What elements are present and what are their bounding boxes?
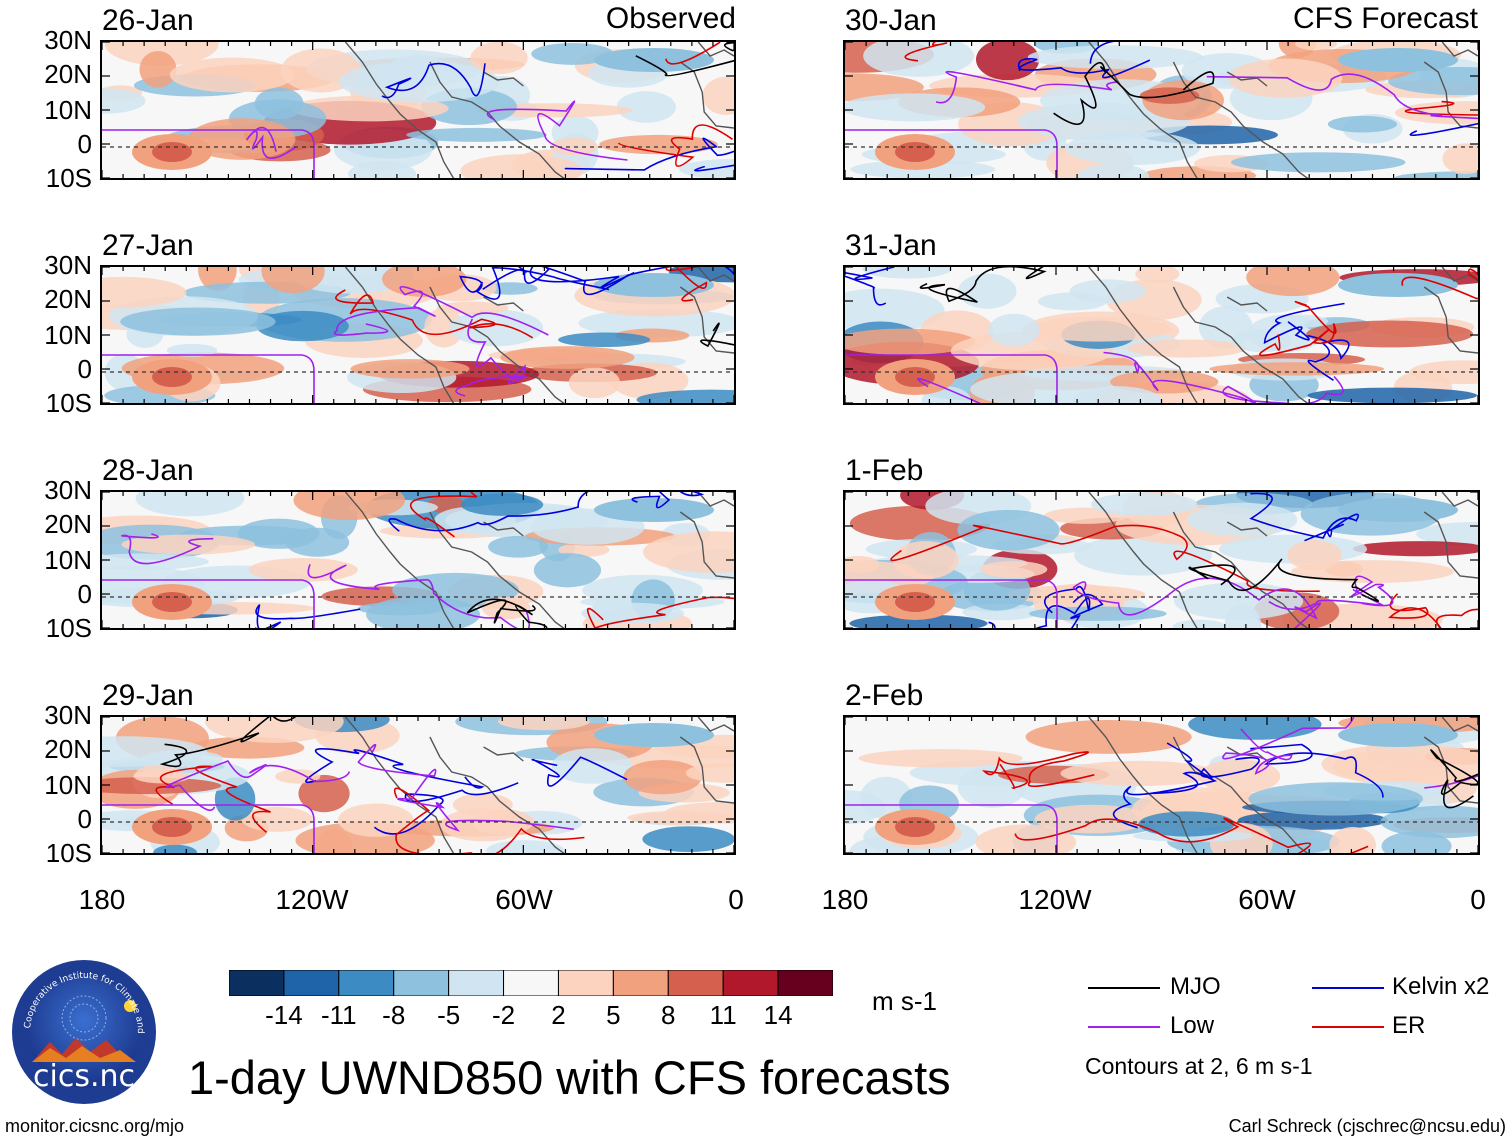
colorbar-tick: -2 <box>491 1000 516 1030</box>
lat-label: 0 <box>77 804 92 834</box>
lat-label: 0 <box>77 129 92 159</box>
uwnd-map-panel <box>843 715 1480 855</box>
uwnd-map-panel <box>100 265 736 405</box>
colorbar-swatches <box>228 969 834 997</box>
panel-date-label: 30-Jan <box>845 4 937 37</box>
colorbar-units: m s-1 <box>872 986 937 1016</box>
uwnd-map-shading <box>845 267 1478 403</box>
colorbar <box>228 969 834 1001</box>
lon-label-60w: 60W <box>1238 884 1296 915</box>
logo-wordmark: cics.nc <box>33 1059 135 1094</box>
colorbar-swatch <box>283 969 340 997</box>
lat-label: 0 <box>77 354 92 384</box>
lat-label: 30N <box>44 25 92 55</box>
legend-mjo-line <box>1088 987 1160 989</box>
panel-date-label: 31-Jan <box>845 229 937 262</box>
lat-label: 20N <box>44 284 92 314</box>
cics-logo-graphic: Cooperative Institute for Climate and Sa… <box>7 951 156 1104</box>
colorbar-tick: 14 <box>763 1000 793 1030</box>
legend-low-line <box>1088 1026 1160 1028</box>
panel-date-label: 28-Jan <box>102 454 194 487</box>
legend-er-line <box>1312 1026 1384 1028</box>
lon-label-120w: 120W <box>1018 884 1092 915</box>
colorbar-swatch <box>503 969 559 997</box>
cics-logo: Cooperative Institute for Climate and Sa… <box>7 951 158 1106</box>
uwnd-map-shading <box>102 717 734 853</box>
colorbar-swatch <box>667 969 724 997</box>
lon-label-180: 180 <box>78 884 126 915</box>
lat-label: 10S <box>45 613 92 643</box>
colorbar-swatch <box>448 969 505 997</box>
lat-label: 20N <box>44 509 92 539</box>
uwnd-map-shading <box>845 42 1478 178</box>
colorbar-tick: -5 <box>437 1000 461 1030</box>
uwnd-map-panel <box>843 490 1480 630</box>
footer-credit: Carl Schreck (cjschrec@ncsu.edu) <box>1228 1116 1506 1136</box>
colorbar-swatch <box>393 969 450 997</box>
footer-url: monitor.cicsnc.org/mjo <box>5 1116 185 1136</box>
uwnd-map-shading <box>845 717 1478 853</box>
lat-label: 10N <box>44 545 92 575</box>
uwnd-map-shading <box>102 492 734 628</box>
lat-label: 10N <box>44 95 92 125</box>
uwnd-map-panel <box>843 265 1480 405</box>
lat-label: 10S <box>45 388 92 418</box>
legend-low-label: Low <box>1170 1012 1215 1039</box>
uwnd-map-panel <box>843 40 1480 180</box>
figure-title: 1-day UWND850 with CFS forecasts <box>188 1051 951 1104</box>
lat-label: 10S <box>45 838 92 868</box>
panel-date-label: 26-Jan <box>102 4 194 37</box>
colorbar-tick: -14 <box>265 1000 303 1030</box>
lat-label: 10S <box>45 163 92 193</box>
lat-label: 10N <box>44 770 92 800</box>
uwnd-map-panel <box>100 715 736 855</box>
uwnd-map-panel <box>100 40 736 180</box>
lon-label-0: 0 <box>1470 884 1486 915</box>
uwnd-map-shading <box>102 42 734 178</box>
legend-kelvin-line <box>1312 987 1384 989</box>
legend-contour-note: Contours at 2, 6 m s-1 <box>1085 1053 1313 1079</box>
colorbar-tick: 5 <box>606 1000 621 1030</box>
colorbar-tick: -11 <box>320 1000 357 1030</box>
panel-date-label: 27-Jan <box>102 229 194 262</box>
colorbar-swatch <box>338 969 395 997</box>
observed-label: Observed <box>605 2 736 35</box>
colorbar-swatch <box>557 969 614 997</box>
lat-label: 0 <box>77 579 92 609</box>
lat-label: 30N <box>44 700 92 730</box>
lat-label: 10N <box>44 320 92 350</box>
lon-label-180: 180 <box>821 884 869 915</box>
panel-date-label: 1-Feb <box>845 454 924 487</box>
lon-label-120w: 120W <box>275 884 349 915</box>
colorbar-tick: 2 <box>551 1000 566 1030</box>
legend-mjo-label: MJO <box>1170 973 1221 1000</box>
colorbar-tick: 8 <box>661 1000 676 1030</box>
uwnd-map-shading <box>102 267 734 403</box>
lon-label-60w: 60W <box>495 884 553 915</box>
lat-label: 20N <box>44 59 92 89</box>
lat-label: 20N <box>44 734 92 764</box>
colorbar-swatch <box>228 969 285 997</box>
legend-kelvin-label: Kelvin x2 <box>1392 973 1490 1000</box>
cfs-forecast-label: CFS Forecast <box>1292 2 1478 35</box>
colorbar-swatch <box>722 969 779 997</box>
lon-label-0: 0 <box>728 884 744 915</box>
colorbar-tick: 11 <box>709 1000 737 1030</box>
lat-label: 30N <box>44 250 92 280</box>
colorbar-tick: -8 <box>382 1000 406 1030</box>
lat-label: 30N <box>44 475 92 505</box>
uwnd-map-panel <box>100 490 736 630</box>
legend-er-label: ER <box>1392 1012 1426 1039</box>
colorbar-swatch <box>612 969 669 997</box>
colorbar-swatch <box>777 969 834 997</box>
panel-date-label: 29-Jan <box>102 679 194 712</box>
uwnd-map-shading <box>845 492 1478 628</box>
panel-date-label: 2-Feb <box>845 679 924 712</box>
